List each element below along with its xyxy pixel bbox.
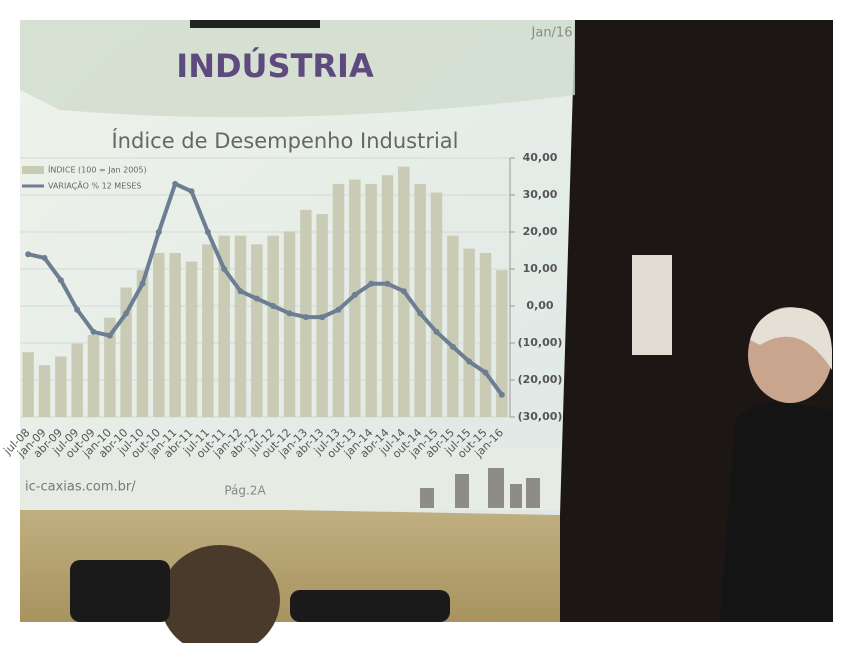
bar (235, 236, 246, 417)
bar (39, 365, 50, 417)
line-marker (287, 310, 293, 316)
y2-tick-label: 40,00 (523, 151, 558, 164)
page: Jan/16 INDÚSTRIA Índice de Desempenho In… (0, 0, 848, 643)
bar (251, 244, 262, 417)
line-marker (352, 292, 358, 298)
y2-tick-label: (10,00) (518, 336, 563, 349)
y2-tick-label: (20,00) (518, 373, 563, 386)
y2-tick-label: 10,00 (523, 262, 558, 275)
footer-url: ic-caxias.com.br/ (25, 480, 136, 495)
line-marker (156, 229, 162, 235)
line-marker (303, 314, 309, 320)
bar (300, 210, 311, 417)
line-marker (450, 344, 456, 350)
y2-tick-label: 20,00 (523, 225, 558, 238)
line-marker (74, 307, 80, 313)
chair (290, 590, 450, 622)
y2-tick-label: 0,00 (526, 299, 553, 312)
line-marker (189, 188, 195, 194)
line-marker (483, 370, 489, 376)
bar (71, 344, 82, 417)
line-marker (221, 266, 227, 272)
bar (88, 335, 99, 417)
bar (153, 253, 164, 417)
chair (70, 560, 170, 622)
bar (55, 357, 66, 417)
line-marker (123, 310, 129, 316)
sign (632, 255, 672, 355)
line-marker (205, 229, 211, 235)
line-marker (58, 277, 64, 283)
line-marker (385, 281, 391, 287)
y2-tick-label: 30,00 (523, 188, 558, 201)
bar (447, 236, 458, 417)
line-marker (91, 329, 97, 335)
line-marker (25, 251, 31, 257)
line-marker (499, 392, 505, 398)
line-marker (401, 288, 407, 294)
photo: Jan/16 INDÚSTRIA Índice de Desempenho In… (0, 0, 848, 643)
legend-label: ÍNDICE (100 = Jan 2005) (48, 164, 147, 175)
bar (382, 175, 393, 417)
bar (431, 193, 442, 417)
line-marker (434, 329, 440, 335)
line-marker (319, 314, 325, 320)
line-marker (107, 333, 113, 339)
bar (480, 253, 491, 417)
bar (202, 244, 213, 417)
line-marker (238, 288, 244, 294)
line-marker (336, 307, 342, 313)
line-marker (254, 296, 260, 302)
bar (22, 352, 33, 417)
bar (333, 184, 344, 417)
bar (169, 253, 180, 417)
slide-title: INDÚSTRIA (176, 46, 374, 85)
bar (186, 262, 197, 417)
legend-swatch (22, 166, 44, 174)
y2-tick-label: (30,00) (518, 410, 563, 423)
chart-subtitle: Índice de Desempenho Industrial (111, 128, 458, 153)
corner-label: Jan/16 (531, 26, 573, 41)
bar (267, 236, 278, 417)
line-marker (417, 310, 423, 316)
legend-label: VARIAÇÃO % 12 MESES (48, 181, 141, 191)
bar (365, 184, 376, 417)
line-marker (270, 303, 276, 309)
bar (414, 184, 425, 417)
bar (284, 231, 295, 417)
person-suit (720, 402, 833, 622)
line-marker (42, 255, 48, 261)
line-marker (140, 281, 146, 287)
footer-page: Pág.2A (224, 484, 266, 498)
line-marker (368, 281, 374, 287)
bar (463, 249, 474, 417)
screen-top (190, 20, 320, 28)
line-marker (466, 359, 472, 365)
line-marker (172, 181, 178, 187)
